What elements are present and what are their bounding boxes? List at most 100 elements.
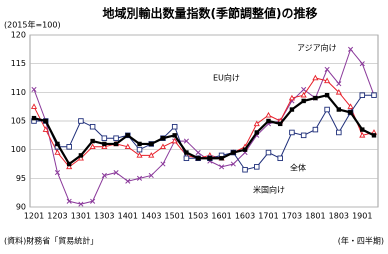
marker [30,103,38,109]
marker [265,111,272,118]
marker [55,141,60,147]
y-tick-label: 120 [11,31,26,40]
x-tick-label: 1901 [352,212,372,221]
x-tick-label: 1401 [118,212,138,221]
marker [335,88,342,95]
marker [148,152,155,158]
marker [102,141,107,147]
y-tick-label: 100 [11,145,26,154]
marker [347,103,354,109]
marker [312,126,319,133]
subtitle: (2015年=100) [4,20,61,30]
marker [278,121,283,127]
marker [160,136,166,141]
series-line [33,77,375,168]
x-tick-label: 1303 [94,212,114,221]
x-tick-label: 1203 [47,212,67,221]
x-tick-label: 1501 [165,212,185,221]
marker [336,107,342,112]
marker [254,164,260,170]
marker [172,133,177,138]
marker [359,92,366,98]
marker [101,172,107,179]
marker [277,155,283,162]
y-tick-label: 110 [11,88,26,97]
x-tick-label: 1703 [282,212,302,221]
marker [219,164,225,170]
marker [242,147,248,152]
marker [231,150,236,155]
marker [171,137,178,144]
marker [324,77,331,84]
marker [324,106,330,113]
marker [101,135,108,141]
marker [183,138,189,144]
marker [289,107,295,112]
x-tick-label: 1801 [305,212,325,221]
x-tick-label: 1803 [329,212,349,221]
x-tick-label: 1603 [235,212,255,221]
marker [371,92,377,98]
x-tick-label: 1701 [258,212,278,221]
marker [254,130,259,135]
marker [89,143,96,150]
marker [78,153,84,158]
chart-title: 地域別輸出数量指数(季節調整値)の推移 [103,6,318,21]
source: (資料)財務省「貿易統計」 [4,236,98,246]
marker [265,149,272,156]
marker [207,156,213,161]
marker [137,141,142,147]
marker [54,170,61,176]
marker [301,86,307,93]
marker [300,91,307,98]
x-tick-label: 1403 [141,212,161,221]
marker [313,95,318,101]
y-tick-label: 115 [11,59,26,68]
marker [89,123,96,130]
marker [66,163,73,170]
marker [90,138,95,144]
y-tick-label: 95 [16,174,26,183]
marker [324,66,330,72]
marker [171,123,178,130]
marker [136,152,143,158]
marker [125,178,131,184]
marker [54,149,61,155]
marker [149,141,154,147]
marker [43,118,48,124]
marker [66,198,72,204]
marker [42,126,49,132]
marker [336,81,342,87]
marker [136,175,143,181]
marker [78,118,84,124]
y-tick-label: 90 [16,203,26,212]
series-line [33,48,375,205]
marker [183,155,190,162]
marker [300,132,307,139]
y-tick-label: 105 [11,117,26,126]
marker [242,166,248,173]
marker [312,74,319,81]
x-tick-label: 1503 [188,212,208,221]
x-tick-label: 1201 [24,212,44,221]
marker [253,120,260,127]
marker [77,154,84,161]
series-label: アジア向け [297,43,337,53]
marker [66,161,72,167]
x-tick-label: 1301 [71,212,91,221]
marker [31,86,37,93]
marker [360,127,365,132]
x-tick-label: 1601 [211,212,231,221]
marker [113,141,119,147]
marker [301,98,306,104]
marker [125,133,130,138]
marker [148,172,154,179]
marker [90,198,96,204]
marker [230,161,236,167]
marker [184,150,189,155]
marker [289,129,295,136]
marker [219,156,224,161]
marker [113,170,119,176]
marker [31,115,37,121]
